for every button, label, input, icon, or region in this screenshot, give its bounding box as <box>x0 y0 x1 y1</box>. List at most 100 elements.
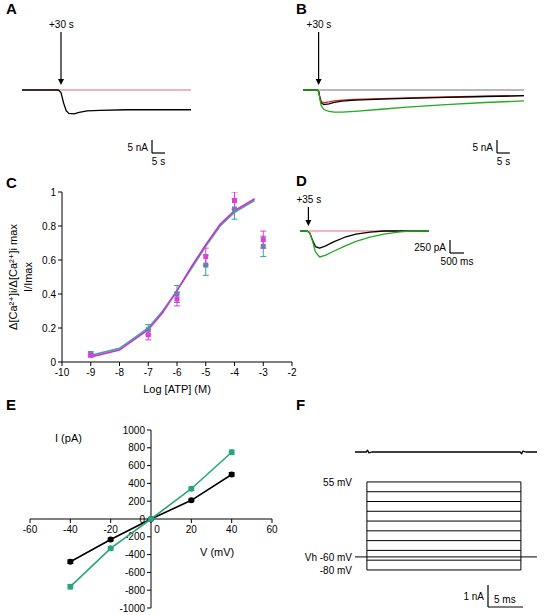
current-trace <box>355 450 537 454</box>
scale-bar-label: 5 s <box>152 156 165 167</box>
y-tick-label: 0.4 <box>42 289 56 300</box>
y-tick-label: 800 <box>128 442 145 453</box>
panel-label: D <box>296 172 307 189</box>
scale-bar-vertical <box>487 585 488 607</box>
y-tick <box>147 572 151 573</box>
x-tick-label: -7 <box>144 367 153 378</box>
x-tick-label: -6 <box>173 367 182 378</box>
x-tick <box>148 362 149 366</box>
arrow-head <box>305 220 311 226</box>
scale-bar-label: 1 nA <box>463 591 484 602</box>
y-tick-label: 600 <box>128 460 145 471</box>
panel: E-60-40-200204060-1000-800-600-400-20002… <box>6 396 278 614</box>
error-cap <box>260 256 266 257</box>
y-tick <box>147 465 151 466</box>
y-tick-label: -800 <box>125 585 145 596</box>
panel: B+30 s5 nA5 s <box>296 0 524 167</box>
y-tick-label: 0 <box>50 357 56 368</box>
error-cap <box>203 265 209 266</box>
y-tick <box>58 328 62 329</box>
scale-bar-label: 5 ms <box>494 594 516 605</box>
y-tick-label: 1 <box>50 187 56 198</box>
step-edge <box>366 482 367 570</box>
scale-bar-label: 5 nA <box>127 142 148 153</box>
current-trace <box>303 89 524 90</box>
x-tick <box>177 362 178 366</box>
voltage-step <box>367 481 521 482</box>
panel-label: A <box>6 0 17 17</box>
current-trace <box>303 90 524 112</box>
x-tick <box>191 519 192 523</box>
scale-bar-horizontal <box>450 252 464 253</box>
scale-bar-horizontal <box>152 152 165 153</box>
y-tick-label: 400 <box>128 478 145 489</box>
figure: A+30 s5 nA5 sB+30 s5 nA5 sC-10-9-8-7-6-5… <box>0 0 549 615</box>
point <box>88 353 93 358</box>
y-tick <box>147 483 151 484</box>
x-tick <box>119 362 120 366</box>
x-axis-label: Log [ATP] (M) <box>143 383 211 395</box>
error-bar <box>174 292 180 306</box>
error-bar <box>145 330 151 340</box>
y-tick <box>147 430 151 431</box>
x-tick <box>90 362 91 366</box>
point <box>148 516 154 522</box>
x-tick-label: -3 <box>259 367 268 378</box>
point <box>232 198 237 203</box>
arrow <box>318 32 319 81</box>
x-axis-label: V (mV) <box>200 546 234 558</box>
arrow-head <box>58 79 64 85</box>
y-tick-label: 0.2 <box>42 323 56 334</box>
voltage-step <box>367 530 521 531</box>
panel-label: F <box>296 396 305 413</box>
panel: C-10-9-8-7-6-5-4-3-200.20.40.60.81Δ[Ca²⁺… <box>6 174 297 395</box>
panel: D+35 s250 pA500 ms <box>296 172 473 267</box>
panel-label: B <box>296 0 307 17</box>
panel-label: E <box>6 396 16 413</box>
point <box>261 237 266 242</box>
y-tick <box>147 536 151 537</box>
arrow <box>308 207 309 222</box>
y-axis-label: I (pA) <box>55 432 82 444</box>
y-tick <box>58 260 62 261</box>
voltage-step <box>367 540 521 541</box>
voltage-step <box>367 501 521 502</box>
scale-bar-vertical <box>449 240 450 253</box>
point <box>175 297 180 302</box>
voltage-label: Vh -60 mV <box>305 552 353 563</box>
point <box>67 559 73 565</box>
error-cap <box>260 248 266 249</box>
x-tick-label: -10 <box>55 367 70 378</box>
error-bar <box>260 231 266 248</box>
x-tick <box>234 362 235 366</box>
y-tick-label: -1000 <box>119 603 145 614</box>
y-tick <box>147 554 151 555</box>
y-axis-label: Δ[Ca²⁺]i/Δ[Ca²⁺]i max <box>7 224 19 330</box>
point <box>229 449 235 455</box>
voltage-step <box>367 560 521 561</box>
y-axis-label: I/Imax <box>22 262 34 292</box>
x-tick <box>231 519 232 523</box>
scale-bar-horizontal <box>488 606 523 607</box>
point <box>148 516 154 522</box>
voltage-step <box>367 491 521 492</box>
x-tick-label: 60 <box>266 524 278 535</box>
error-cap <box>232 209 238 210</box>
error-bar <box>232 192 238 209</box>
x-tick-label: -20 <box>103 524 118 535</box>
error-bar <box>88 354 94 357</box>
voltage-label: -80 mV <box>320 565 353 576</box>
arrow <box>60 32 61 81</box>
error-bar <box>203 255 209 275</box>
error-cap <box>145 329 151 330</box>
error-cap <box>203 275 209 276</box>
panel: F55 mVVh -60 mV-80 mV1 nA5 ms <box>296 396 537 607</box>
point <box>146 332 151 337</box>
x-tick-label: -5 <box>201 367 210 378</box>
holding-line <box>355 556 537 557</box>
x-tick-label: 20 <box>186 524 198 535</box>
current-trace <box>300 231 429 257</box>
error-cap <box>174 305 180 306</box>
error-bar <box>203 248 209 265</box>
scale-bar-vertical <box>151 140 152 153</box>
